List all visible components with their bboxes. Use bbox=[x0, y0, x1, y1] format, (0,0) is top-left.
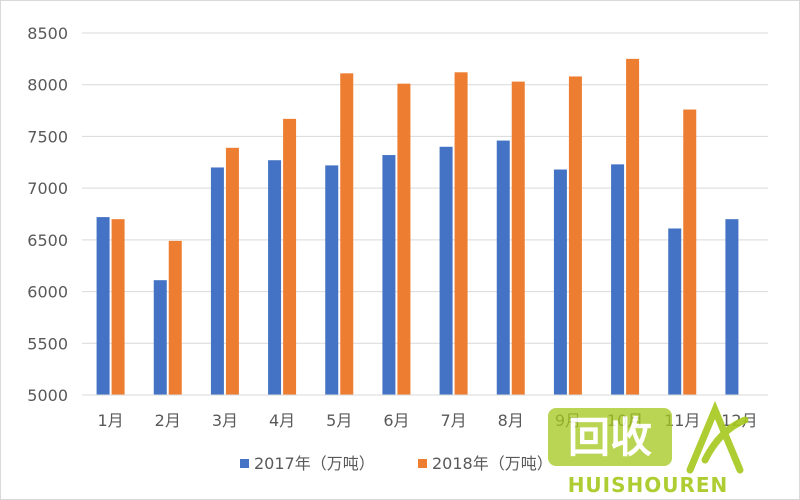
bar-series1 bbox=[439, 146, 453, 395]
y-tick-label: 8000 bbox=[27, 76, 68, 95]
legend: 2017年（万吨） 2018年（万吨） bbox=[240, 454, 553, 473]
y-tick-label: 5500 bbox=[27, 334, 68, 353]
bar-series1 bbox=[382, 155, 396, 395]
legend-label: 2017年（万吨） bbox=[254, 454, 375, 473]
watermark-brand-text: HUISHOUREN bbox=[568, 473, 729, 497]
legend-label: 2018年（万吨） bbox=[432, 454, 553, 473]
bar-series1 bbox=[325, 165, 339, 395]
y-tick-label: 5000 bbox=[27, 386, 68, 405]
y-tick-label: 7500 bbox=[27, 127, 68, 146]
x-tick-label: 11月 bbox=[664, 411, 700, 430]
y-axis-ticks: 5000 5500 6000 6500 7000 7500 8000 8500 bbox=[27, 24, 68, 405]
bar-series2 bbox=[626, 58, 640, 395]
bar-series1 bbox=[496, 140, 510, 395]
gridlines bbox=[82, 32, 768, 344]
bars bbox=[96, 58, 739, 396]
bar-series2 bbox=[340, 73, 354, 395]
x-tick-label: 3月 bbox=[212, 411, 238, 430]
y-tick-label: 6000 bbox=[27, 283, 68, 302]
y-tick-label: 8500 bbox=[27, 24, 68, 43]
watermark-logo-text: 回收 bbox=[568, 413, 652, 462]
legend-swatch bbox=[240, 459, 249, 468]
bar-series2 bbox=[225, 147, 239, 395]
y-tick-label: 6500 bbox=[27, 231, 68, 250]
bar-series2 bbox=[683, 109, 697, 395]
bar-series2 bbox=[111, 219, 125, 395]
bar-series2 bbox=[397, 83, 411, 396]
bar-series2 bbox=[454, 72, 468, 395]
x-tick-label: 6月 bbox=[383, 411, 409, 430]
bar-series2 bbox=[511, 81, 525, 396]
watermark-leaf-icon bbox=[686, 400, 749, 474]
bar-series1 bbox=[210, 167, 224, 395]
x-tick-label: 1月 bbox=[97, 411, 123, 430]
bar-series1 bbox=[725, 219, 739, 395]
x-tick-label: 2月 bbox=[155, 411, 181, 430]
y-tick-label: 7000 bbox=[27, 179, 68, 198]
x-tick-label: 8月 bbox=[498, 411, 524, 430]
bar-series1 bbox=[96, 217, 110, 395]
bar-series2 bbox=[568, 76, 582, 395]
x-tick-label: 7月 bbox=[440, 411, 466, 430]
bar-series2 bbox=[168, 240, 182, 395]
bar-series1 bbox=[268, 160, 282, 395]
x-tick-label: 5月 bbox=[326, 411, 352, 430]
bar-series2 bbox=[283, 118, 297, 396]
bar-series1 bbox=[611, 164, 625, 395]
watermark-box-icon bbox=[548, 408, 672, 466]
x-tick-label: 4月 bbox=[269, 411, 295, 430]
watermark-logo: 回收 HUISHOUREN bbox=[548, 400, 749, 497]
bar-series1 bbox=[668, 228, 682, 395]
bar-series1 bbox=[153, 280, 167, 395]
bar-series1 bbox=[553, 169, 567, 395]
legend-swatch bbox=[418, 459, 427, 468]
